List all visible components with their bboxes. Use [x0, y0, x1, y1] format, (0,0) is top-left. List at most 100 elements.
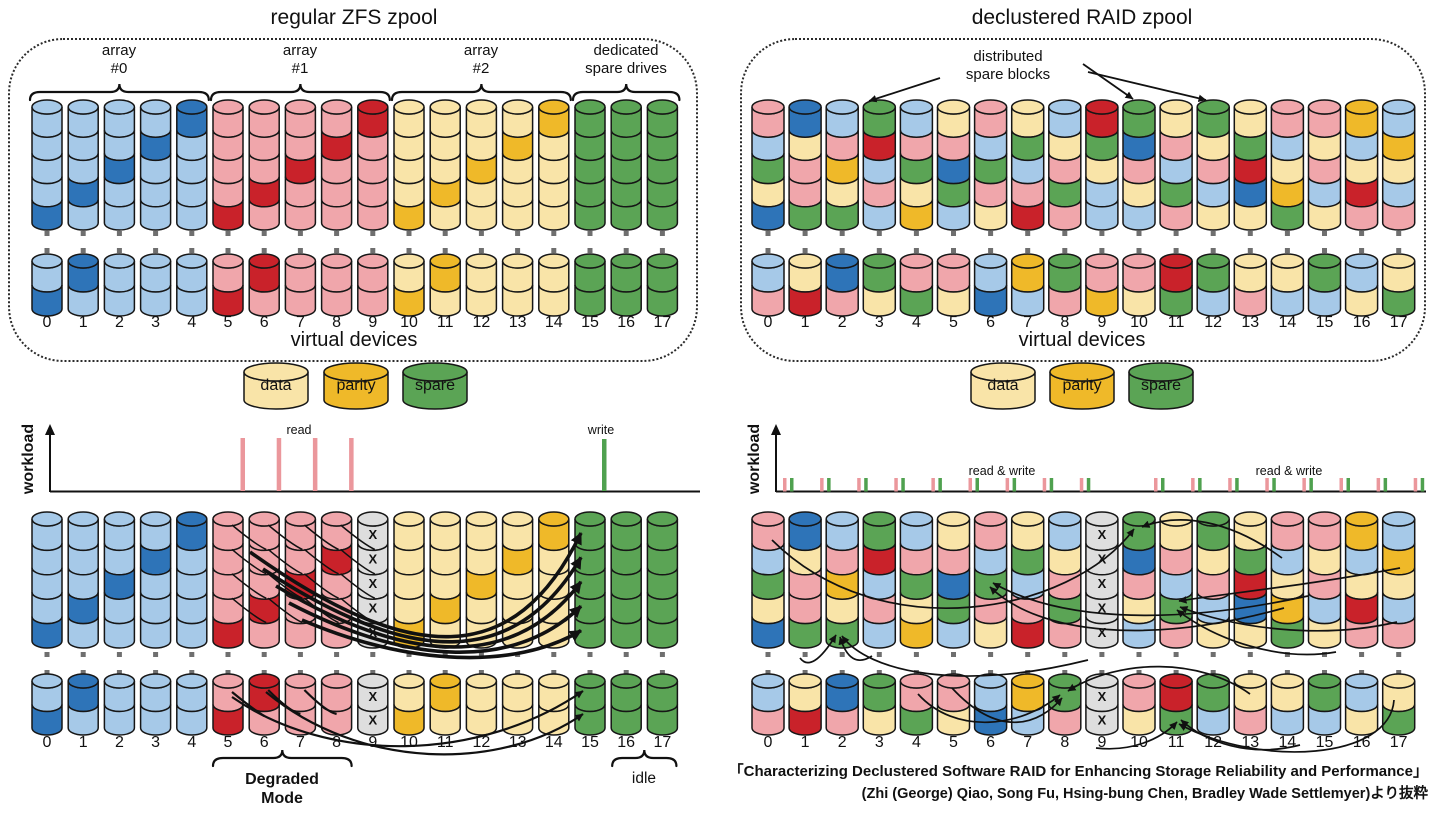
dedicated-spare-drives-label: dedicated spare drives: [585, 42, 667, 77]
declustered-zpool-boundary: [740, 38, 1426, 362]
device-number: 13: [1241, 314, 1260, 331]
device-number: 10: [400, 734, 418, 751]
drive-cylinder: [1270, 673, 1305, 736]
device-number: 13: [1241, 734, 1260, 751]
drive-cylinder: [1048, 253, 1082, 317]
device-number: 0: [763, 314, 773, 331]
device-number: 8: [1060, 734, 1070, 751]
read-bar: [276, 438, 282, 491]
device-number: 15: [581, 734, 599, 751]
device-number: 6: [259, 734, 269, 751]
left-virtual-devices: [31, 253, 679, 317]
svg-text:X: X: [1098, 712, 1107, 727]
drive-cylinder: [248, 253, 280, 317]
drive-cylinder: [429, 99, 461, 231]
read-write-bar-pair: [1005, 478, 1017, 492]
device-number: 7: [1023, 314, 1033, 331]
drive-cylinder: [646, 99, 679, 231]
drive-cylinder: [393, 99, 425, 231]
drive-cylinder: [1307, 99, 1342, 231]
right-legend-parity-label: parity: [1062, 377, 1102, 394]
device-number: 6: [986, 314, 996, 331]
drive-cylinder: [284, 99, 317, 231]
drive-cylinder: [788, 511, 822, 649]
svg-text:X: X: [368, 712, 377, 727]
drive-cylinder: [1270, 99, 1305, 231]
device-number: 1: [800, 314, 810, 331]
rebuild-write-arrows: [248, 532, 583, 660]
device-number: 15: [1315, 314, 1334, 331]
drive-cylinder: [1233, 99, 1268, 231]
left-workload-axis-label: workload: [20, 423, 37, 495]
drive-cylinder: [751, 99, 785, 231]
device-number: 16: [617, 734, 636, 751]
drive-cylinder: [574, 99, 606, 231]
read-write-bar-pair: [1042, 478, 1054, 492]
drive-cylinder: [320, 673, 353, 736]
drive-cylinder: [212, 253, 244, 317]
drive-cylinder: [973, 673, 1008, 736]
drive-cylinder: [1010, 253, 1045, 317]
drive-cylinder: [103, 253, 136, 317]
right-virtual-devices-label: virtual devices: [1018, 329, 1146, 351]
drive-cylinder: [574, 253, 606, 317]
rebuild-read-arcs: [231, 524, 376, 624]
read-bar: [349, 438, 354, 491]
drive-cylinder: [139, 511, 172, 649]
drive-cylinder: [501, 99, 534, 231]
drive-cylinder: [139, 99, 172, 231]
svg-text:X: X: [1098, 600, 1107, 615]
svg-text:X: X: [368, 600, 377, 615]
drive-cylinder: [176, 511, 208, 649]
device-number: 14: [1278, 734, 1297, 751]
device-number: 12: [472, 734, 491, 751]
drive-cylinder: [538, 253, 570, 317]
read-bar: [240, 438, 245, 491]
drive-cylinder: [1159, 511, 1193, 649]
left-degraded-virtual-devices: XX: [31, 673, 679, 736]
device-number: 4: [187, 734, 197, 751]
device-number: 1: [78, 734, 88, 751]
drive-cylinder: [103, 99, 136, 231]
device-number: 2: [837, 734, 847, 751]
drive-cylinder: [465, 673, 498, 736]
drive-cylinder: [176, 99, 208, 231]
left-legend-parity-label: parity: [336, 377, 376, 394]
distributed-rebuild-arrows-bottom: [917, 665, 1395, 753]
drive-cylinder: [1122, 99, 1156, 231]
drive-cylinder: [1381, 511, 1416, 649]
right-workload-chart: [771, 424, 1426, 493]
drive-cylinder: [788, 99, 822, 231]
right-workload-axis-label: workload: [746, 423, 763, 495]
drive-cylinder: [103, 673, 136, 736]
legend-cylinder: [1128, 362, 1194, 410]
drive-cylinder: [1307, 253, 1342, 317]
svg-text:X: X: [1098, 689, 1107, 704]
drive-cylinder: [973, 99, 1008, 231]
device-number: 9: [368, 734, 378, 751]
device-number: 9: [368, 314, 378, 331]
array-1-label: array #1: [282, 42, 318, 77]
device-number: 5: [949, 734, 958, 751]
distributed-rebuild-arrows: [771, 519, 1401, 677]
svg-text:X: X: [368, 576, 377, 591]
brace: [211, 749, 353, 768]
drive-cylinder: [1122, 511, 1156, 649]
read-write-label-2: read & write: [1255, 464, 1323, 478]
drive-cylinder: [862, 99, 897, 231]
write-bar: [602, 439, 607, 491]
read-write-bar-pair: [1302, 478, 1313, 492]
device-number: 3: [874, 314, 884, 331]
drive-cylinder: [1196, 673, 1230, 736]
device-number: 8: [332, 734, 342, 751]
write-label: write: [587, 423, 615, 437]
svg-text:X: X: [1098, 625, 1107, 640]
legend-cylinder: [402, 362, 468, 410]
device-number: 15: [1315, 734, 1334, 751]
drive-cylinder: [574, 673, 606, 736]
rebuild-arrows-bottom: [231, 689, 584, 756]
drive-cylinder: [212, 673, 244, 736]
